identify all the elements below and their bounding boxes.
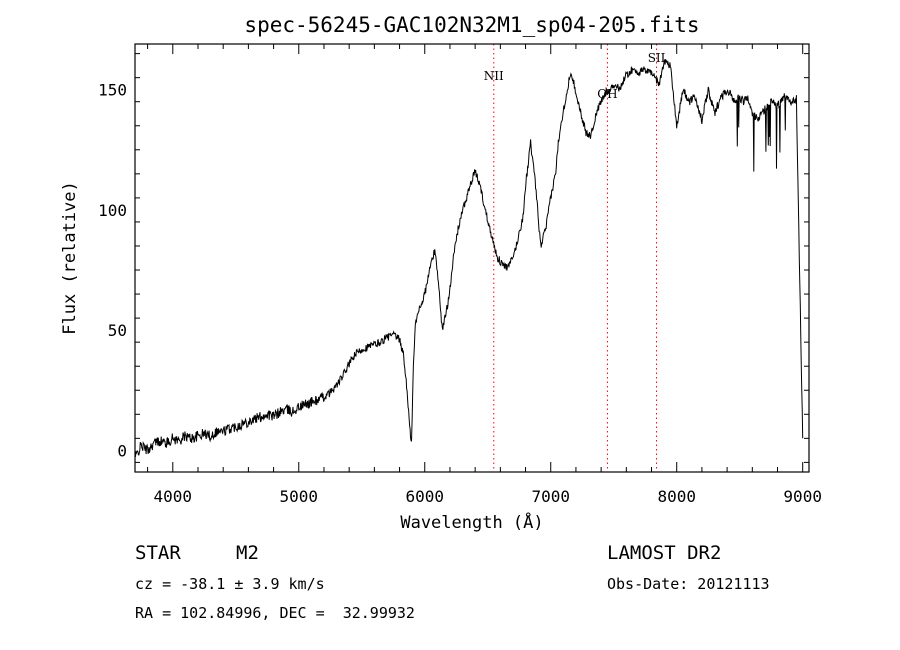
coordinates: RA = 102.84996, DEC = 32.99932 (135, 604, 415, 622)
chart-title: spec-56245-GAC102N32M1_sp04-205.fits (244, 13, 699, 37)
object-subclass: M2 (236, 542, 259, 564)
axis-ticks (135, 44, 809, 472)
line-marker-label: SII (648, 51, 666, 65)
y-tick-label: 150 (98, 81, 127, 100)
x-tick-label: 8000 (657, 487, 696, 506)
y-tick-label: 50 (108, 321, 127, 340)
object-type: STAR (135, 542, 181, 564)
tick-labels: 4000 5000 6000 7000 8000 9000 0 50 100 150 (98, 81, 822, 506)
spectrum-series (135, 58, 804, 458)
spectrum-line (135, 58, 804, 458)
redshift-velocity: cz = -38.1 ± 3.9 km/s (135, 575, 325, 593)
y-tick-label: 0 (117, 441, 127, 460)
y-tick-label: 100 (98, 201, 127, 220)
x-tick-label: 5000 (280, 487, 319, 506)
survey-name: LAMOST DR2 (607, 542, 722, 564)
plot-frame (134, 43, 810, 473)
x-tick-label: 4000 (154, 487, 193, 506)
y-axis-label: Flux (relative) (60, 181, 80, 335)
x-tick-label: 6000 (405, 487, 444, 506)
x-axis-label: Wavelength (Å) (400, 511, 543, 533)
x-tick-label: 9000 (783, 487, 822, 506)
x-tick-label: 7000 (531, 487, 570, 506)
line-marker-label: NII (484, 69, 504, 83)
observation-date: Obs-Date: 20121113 (607, 575, 770, 593)
